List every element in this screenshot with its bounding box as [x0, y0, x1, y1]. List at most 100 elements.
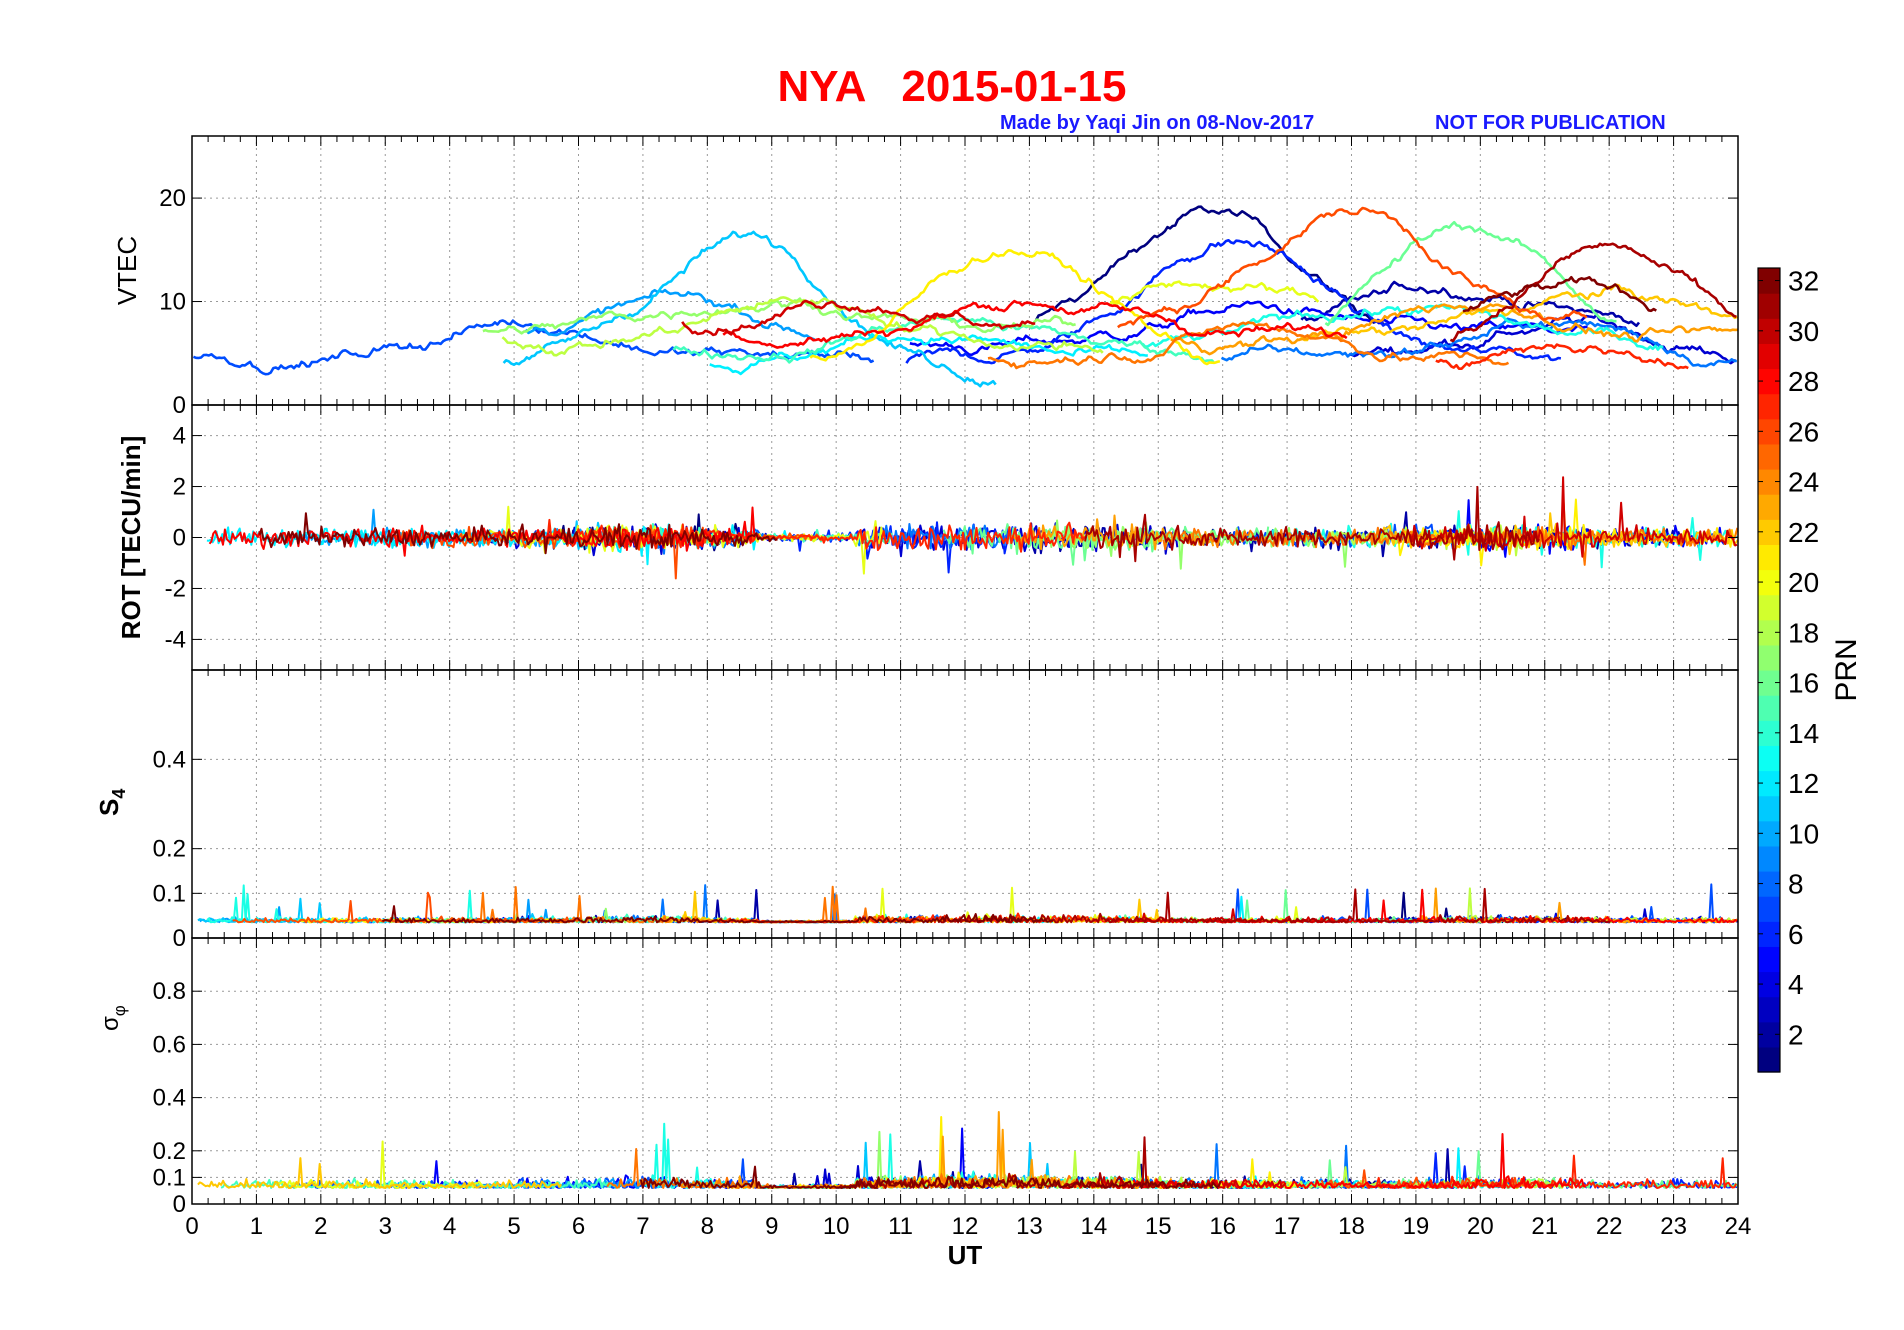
x-tick-label: 13 — [1016, 1213, 1043, 1240]
panel-rot: -4 -2 0 2 4 ROT [TECU/min] — [116, 405, 1738, 670]
trace-line — [1036, 207, 1384, 324]
x-tick-label: 9 — [765, 1213, 778, 1240]
x-tick-label: 20 — [1467, 1213, 1494, 1240]
colorbar-swatch — [1758, 946, 1780, 972]
data-traces — [198, 884, 1738, 922]
x-tick-label: 18 — [1338, 1213, 1365, 1240]
credit-text: Made by Yaqi Jin on 08-Nov-2017 — [1000, 112, 1314, 135]
x-tick-label: 3 — [379, 1213, 392, 1240]
y-tick-label: 0.4 — [153, 1085, 186, 1112]
y-axis-label: VTEC — [112, 236, 142, 305]
y-tick-label: 4 — [173, 423, 186, 450]
y-tick-label: 10 — [159, 289, 186, 316]
x-tick-label: 23 — [1660, 1213, 1687, 1240]
panel-vtec: 0 10 20 VTEC — [112, 136, 1738, 419]
colorbar-swatch — [1758, 293, 1780, 319]
y-tick-label: 0 — [173, 1191, 186, 1218]
colorbar-swatch — [1758, 394, 1780, 420]
x-tick-label: 7 — [636, 1213, 649, 1240]
colorbar-swatch — [1758, 645, 1780, 671]
x-tick-label: 14 — [1080, 1213, 1107, 1240]
colorbar-swatch — [1758, 745, 1780, 771]
x-tick-label: 19 — [1403, 1213, 1430, 1240]
colorbar-tick-label: 26 — [1788, 416, 1819, 447]
colorbar-swatch — [1758, 896, 1780, 922]
colorbar-swatch — [1758, 846, 1780, 872]
x-tick-label: 12 — [952, 1213, 979, 1240]
colorbar-tick-label: 4 — [1788, 969, 1804, 1000]
x-tick-label: 0 — [185, 1213, 198, 1240]
y-axis-label-main: S — [94, 799, 124, 816]
y-tick-label: -4 — [165, 626, 186, 653]
colorbar-tick-label: 16 — [1788, 668, 1819, 699]
chart-title: NYA 2015-01-15 — [0, 62, 1904, 112]
colorbar-tick-label: 22 — [1788, 517, 1819, 548]
colorbar-swatch — [1758, 444, 1780, 470]
notice-text: NOT FOR PUBLICATION — [1435, 112, 1666, 135]
y-tick-label: 0 — [173, 925, 186, 952]
y-tick-label: 0.6 — [153, 1031, 186, 1058]
y-tick-label: 0 — [173, 525, 186, 552]
y-axis-label: ROT [TECU/min] — [116, 436, 146, 640]
data-traces — [198, 1112, 1738, 1188]
x-tick-label: 4 — [443, 1213, 456, 1240]
y-tick-label: 0.1 — [153, 880, 186, 907]
x-tick-label: 24 — [1725, 1213, 1752, 1240]
trace-line — [210, 508, 755, 556]
colorbar-swatch — [1758, 494, 1780, 520]
y-tick-label: 0.2 — [153, 1138, 186, 1165]
colorbar-tick-label: 6 — [1788, 919, 1804, 950]
x-tick-label: 6 — [572, 1213, 585, 1240]
y-axis-label: S4 — [94, 789, 129, 816]
y-tick-label: 0.1 — [153, 1164, 186, 1191]
colorbar-tick-label: 8 — [1788, 869, 1804, 900]
data-traces — [207, 477, 1738, 578]
y-tick-label: 0.4 — [153, 746, 186, 773]
colorbar-swatch — [1758, 1047, 1780, 1073]
y-tick-label: 0.8 — [153, 978, 186, 1005]
y-tick-label: -2 — [165, 575, 186, 602]
panel-s4: 0 0.1 0.2 0.4 S4 — [94, 670, 1738, 952]
colorbar-label: PRN — [1830, 638, 1863, 701]
colorbar-swatch — [1758, 796, 1780, 822]
trace-line — [207, 885, 910, 922]
colorbar-tick-label: 24 — [1788, 467, 1819, 498]
colorbar-tick-label: 10 — [1788, 818, 1819, 849]
y-axis-label-sub: 4 — [109, 789, 129, 799]
x-tick-label: 15 — [1145, 1213, 1172, 1240]
x-tick-label: 2 — [314, 1213, 327, 1240]
data-traces — [193, 207, 1737, 387]
colorbar-tick-label: 32 — [1788, 266, 1819, 297]
y-axis-label: σφ — [97, 1005, 129, 1031]
colorbar-swatch — [1758, 997, 1780, 1023]
y-tick-label: 20 — [159, 185, 186, 212]
x-tick-label: 1 — [250, 1213, 263, 1240]
colorbar-tick-label: 2 — [1788, 1019, 1804, 1050]
y-tick-label: 2 — [173, 474, 186, 501]
colorbar-tick-label: 12 — [1788, 768, 1819, 799]
colorbar-swatch — [1758, 544, 1780, 570]
y-axis-label-sub: φ — [110, 1005, 129, 1016]
colorbar-swatch — [1758, 343, 1780, 369]
x-tick-label: 17 — [1274, 1213, 1301, 1240]
x-tick-label: 10 — [823, 1213, 850, 1240]
colorbar-swatch — [1758, 595, 1780, 621]
x-tick-label: 16 — [1209, 1213, 1236, 1240]
x-tick-label: 22 — [1596, 1213, 1623, 1240]
x-tick-label: 8 — [701, 1213, 714, 1240]
y-axis-label-main: σ — [97, 1016, 124, 1031]
colorbar-swatch — [1758, 695, 1780, 721]
x-tick-label: 5 — [507, 1213, 520, 1240]
y-tick-label: 0.2 — [153, 836, 186, 863]
colorbar-tick-label: 20 — [1788, 567, 1819, 598]
colorbar-tick-label: 28 — [1788, 366, 1819, 397]
colorbar-tick-label: 30 — [1788, 316, 1819, 347]
colorbar-tick-label: 18 — [1788, 617, 1819, 648]
x-tick-label: 11 — [888, 1213, 913, 1240]
x-axis-label: UT — [948, 1240, 983, 1270]
y-tick-label: 0 — [173, 392, 186, 419]
x-tick-label: 21 — [1531, 1213, 1558, 1240]
